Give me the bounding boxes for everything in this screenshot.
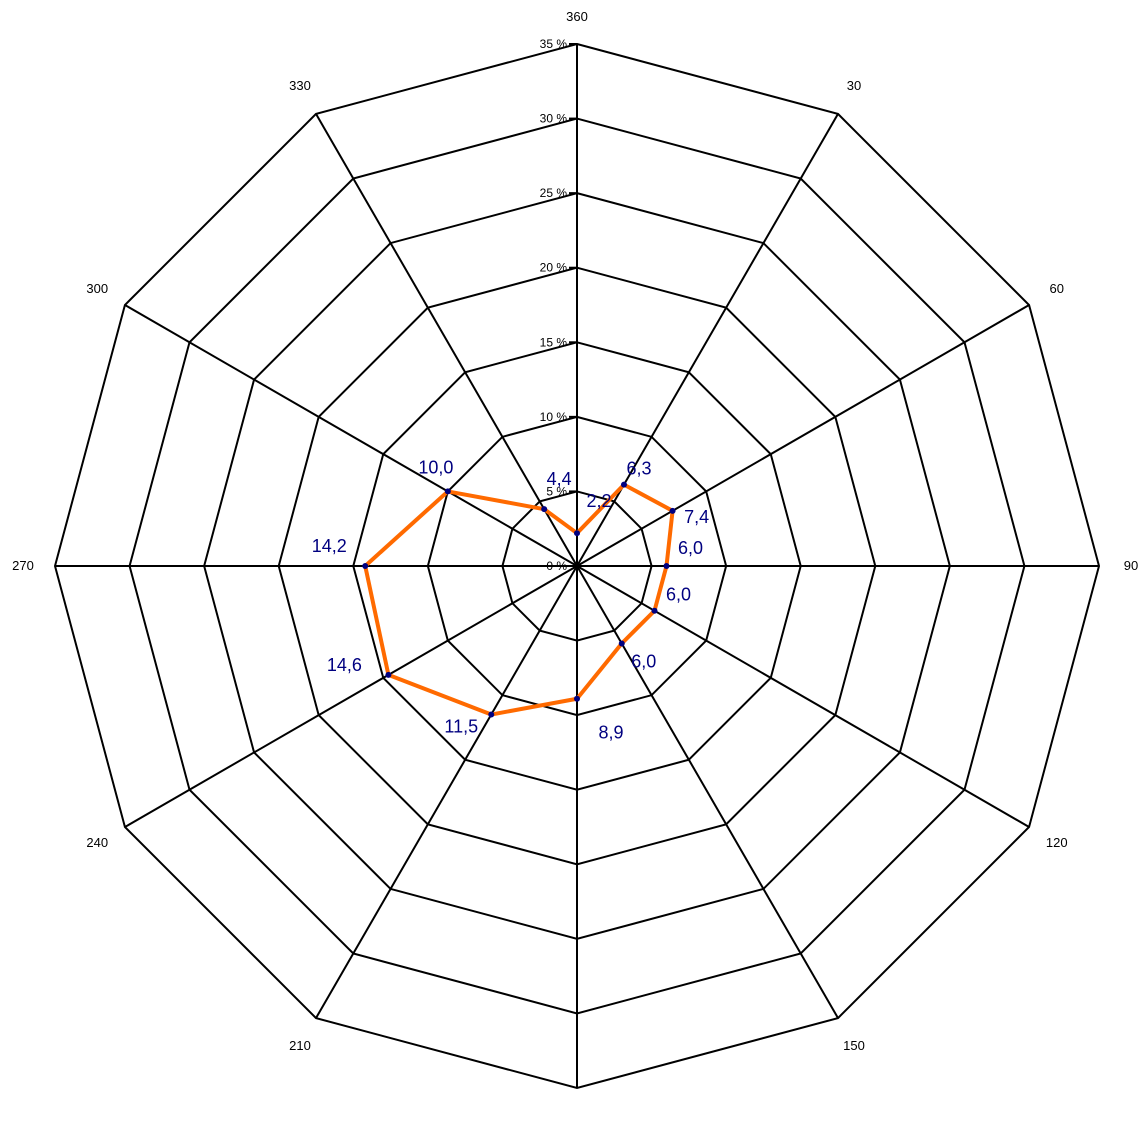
series-layer: 2,2 6,3 7,4 6,0 6,0 6,0 8,9 11,5 14,6 14,2 10,0 4,4	[312, 457, 709, 742]
direction-label: 30	[847, 78, 861, 93]
data-point	[669, 507, 676, 514]
data-point	[574, 695, 580, 702]
data-label: 14,2	[312, 536, 347, 556]
data-label: 6,0	[678, 538, 703, 558]
ring-label: 30 %	[540, 112, 568, 126]
data-label: 10,0	[418, 457, 453, 477]
ring-label: 5 %	[546, 484, 567, 498]
ring-label: 35 %	[540, 37, 568, 51]
ring-label: 10 %	[540, 410, 568, 424]
data-label: 11,5	[444, 717, 478, 737]
grid-spoke	[315, 565, 578, 1019]
direction-label: 150	[843, 1038, 865, 1053]
ring-label: 0 %	[546, 559, 567, 573]
data-label: 2,2	[586, 491, 611, 511]
direction-label: 210	[289, 1038, 311, 1053]
ring-label: 20 %	[540, 261, 568, 275]
data-label: 6,3	[626, 459, 651, 479]
data-point	[541, 506, 548, 513]
ring-labels: 0 % 5 % 10 % 15 % 20 % 25 % 30 % 35 %	[540, 37, 577, 573]
grid-spoke	[124, 304, 578, 567]
data-point	[618, 640, 625, 647]
data-point	[488, 711, 495, 718]
data-point	[620, 481, 627, 488]
grid-spoke	[124, 565, 578, 828]
ring-label: 15 %	[540, 335, 568, 349]
grid-spoke	[576, 304, 1030, 567]
data-label: 8,9	[598, 723, 623, 743]
data-point	[385, 671, 392, 678]
grid-spoke	[315, 113, 578, 567]
data-point	[362, 563, 369, 569]
data-point	[651, 607, 658, 614]
data-label: 4,4	[547, 469, 572, 489]
data-label: 6,0	[631, 651, 656, 671]
direction-label: 240	[86, 835, 108, 850]
data-label: 7,4	[684, 507, 709, 527]
direction-label: 60	[1050, 281, 1064, 296]
direction-label: 360	[566, 9, 588, 24]
data-label: 6,0	[666, 585, 691, 605]
direction-label: 330	[289, 78, 311, 93]
direction-label: 300	[86, 281, 108, 296]
direction-label: 90	[1124, 558, 1138, 573]
data-point	[444, 488, 451, 495]
ring-label: 25 %	[540, 186, 568, 200]
data-point	[663, 563, 670, 569]
direction-label: 120	[1046, 835, 1068, 850]
data-point	[574, 530, 580, 537]
direction-labels: 360306090120150180210240270300330	[12, 9, 1138, 1053]
data-label: 14,6	[327, 655, 362, 675]
direction-label: 270	[12, 558, 34, 573]
